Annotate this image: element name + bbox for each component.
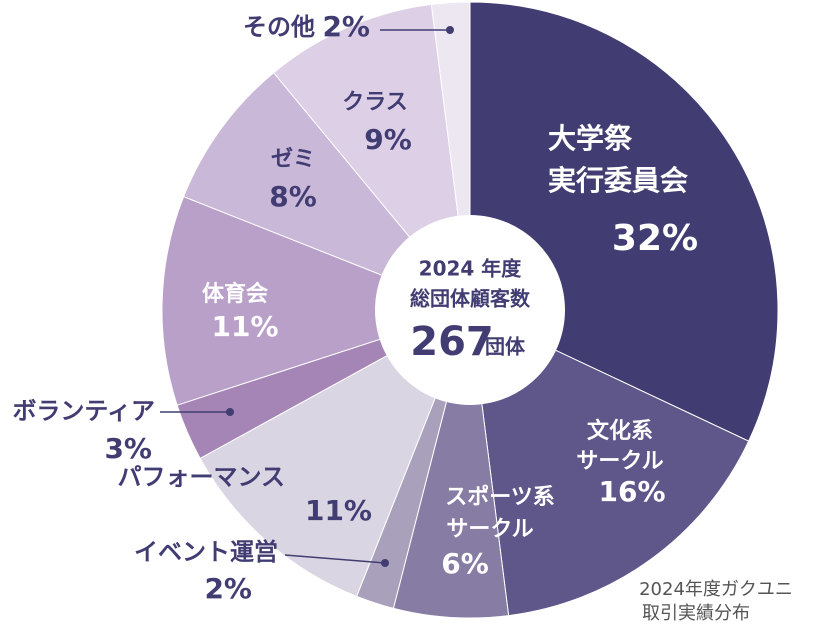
leader-dot — [446, 26, 454, 34]
slice-label: パフォーマンス — [117, 463, 285, 491]
leader-dot — [381, 559, 389, 567]
value-label: 11% — [211, 310, 278, 343]
slice-label: サークル — [446, 517, 533, 542]
center-label: 総団体顧客数 — [410, 287, 531, 311]
slice — [161, 195, 472, 406]
slice-label: スポーツ系 — [445, 484, 555, 510]
slice-label: ゼミ — [271, 147, 315, 172]
leader-dot — [226, 408, 234, 416]
slice-label: その他 — [243, 13, 315, 41]
slice-label: 実行委員会 — [548, 164, 688, 197]
center-hole — [375, 215, 565, 405]
slice-label: 体育会 — [202, 281, 268, 307]
value-label: 9% — [364, 123, 412, 156]
slice-label: イベント運営 — [134, 538, 278, 566]
slice-label: サークル — [576, 449, 663, 474]
slice-label: ボランティア — [12, 397, 155, 425]
value-label: 8% — [269, 180, 317, 213]
slice — [199, 308, 471, 598]
value-label: 16% — [598, 475, 665, 508]
leader-line — [284, 554, 386, 564]
slice — [469, 309, 750, 617]
center-unit: 団体 — [485, 335, 526, 359]
value-label: 2% — [322, 10, 370, 43]
value-label: 32% — [612, 218, 698, 259]
note: 取引実績分布 — [642, 603, 750, 624]
value-label: 3% — [104, 432, 152, 465]
value-label: 6% — [441, 547, 489, 580]
value-label: 11% — [305, 494, 372, 527]
slice-label: クラス — [342, 90, 408, 115]
center-total: 267 — [410, 319, 494, 365]
value-label: 2% — [204, 572, 252, 605]
note: 2024年度ガクユニ — [639, 579, 793, 600]
center-year: 2024 年度 — [419, 257, 523, 281]
slice-label: 大学祭 — [548, 122, 633, 155]
slice-label: 文化系 — [587, 418, 653, 444]
